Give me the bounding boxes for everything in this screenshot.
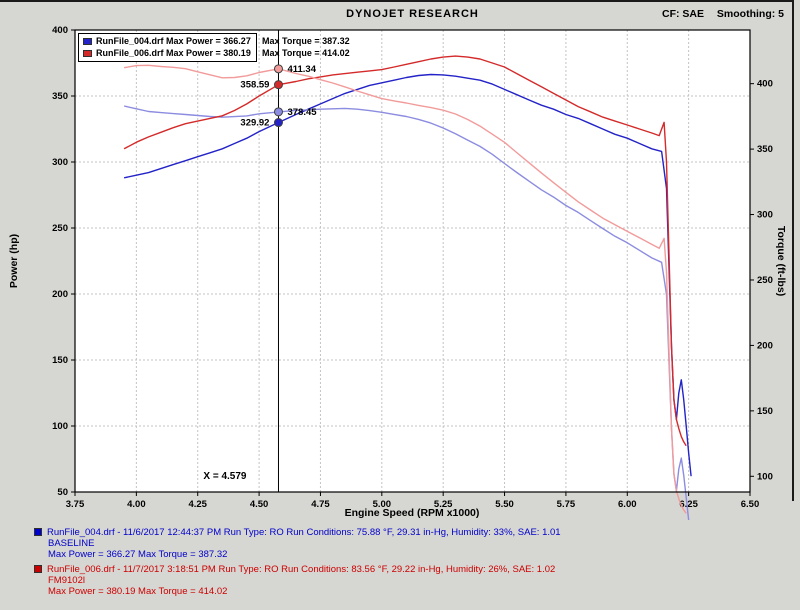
x-tick-label: 6.00	[618, 499, 637, 510]
y-left-tick-label: 350	[52, 91, 68, 102]
run2-max-values: Max Power = 380.19 Max Torque = 414.02	[48, 586, 228, 597]
cursor-x-label: X = 4.579	[203, 471, 247, 482]
run-info-block-1: RunFile_004.drf - 11/6/2017 12:44:37 PM …	[34, 527, 561, 560]
left-axis-title: Power (hp)	[8, 233, 20, 289]
legend-row-run2[interactable]: RunFile_006.drf Max Power = 380.19	[83, 47, 251, 59]
y-left-tick-label: 200	[52, 289, 68, 300]
plot-border	[74, 29, 751, 493]
x-tick-label: 4.25	[188, 499, 207, 510]
series-run2-power	[123, 55, 687, 447]
cursor-marker-label: 358.59	[240, 80, 269, 91]
y-left-tick-label: 400	[52, 25, 68, 36]
x-tick-label: 5.25	[434, 499, 453, 510]
y-right-tick-label: 150	[757, 406, 773, 417]
smoothing-label: Smoothing: 5	[716, 8, 784, 20]
legend-run1-torque-label: Max Torque = 387.32	[262, 36, 350, 46]
x-tick-label: 3.75	[66, 499, 85, 510]
cursor-marker-dot	[273, 80, 283, 90]
y-left-tick-label: 100	[52, 421, 68, 432]
legend-swatch-run2	[83, 49, 92, 57]
run1-details: RunFile_004.drf - 11/6/2017 12:44:37 PM …	[47, 527, 561, 538]
legend-run2-torque-label: Max Torque = 414.02	[262, 48, 350, 58]
right-axis-title: Torque (ft-lbs)	[775, 225, 787, 297]
x-tick-label: 6.50	[741, 499, 760, 510]
run2-swatch	[34, 565, 42, 573]
run-info-block-2: RunFile_006.drf - 11/7/2017 3:18:51 PM R…	[34, 564, 561, 597]
legend-box: RunFile_004.drf Max Power = 366.27 RunFi…	[78, 33, 257, 62]
x-tick-label: 5.00	[373, 499, 392, 510]
y-left-tick-label: 250	[52, 223, 68, 234]
cursor-marker-label: 378.45	[287, 107, 317, 118]
x-tick-label: 4.50	[250, 499, 269, 510]
x-tick-label: 5.75	[557, 499, 576, 510]
correction-smoothing-info: CF: SAE Smoothing: 5	[662, 8, 784, 20]
y-right-tick-label: 300	[757, 210, 773, 221]
chart-title: DYNOJET RESEARCH	[346, 8, 479, 20]
y-right-tick-label: 400	[757, 79, 773, 90]
legend-run2-power-label: RunFile_006.drf Max Power = 380.19	[96, 48, 251, 58]
y-left-tick-label: 50	[57, 487, 68, 498]
run2-tag: FM9102l	[48, 575, 85, 586]
x-tick-label: 4.75	[311, 499, 330, 510]
run1-details-line: RunFile_004.drf - 11/6/2017 12:44:37 PM …	[34, 527, 561, 538]
cursor-marker-dot	[273, 118, 283, 128]
y-left-tick-label: 300	[52, 157, 68, 168]
dyno-chart: 3.75 4.00 4.25 4.50 4.75 5.00 5.25 5.50 5.75 6.00…	[52, 25, 773, 520]
plot-background	[75, 30, 750, 492]
y-right-tick-label: 100	[757, 471, 773, 482]
run1-tag: BASELINE	[48, 538, 95, 549]
legend-swatch-run1	[83, 37, 92, 45]
y-right-tick-label: 250	[757, 275, 773, 286]
legend-run1-power-label: RunFile_004.drf Max Power = 366.27	[96, 36, 251, 46]
series-run2-torque	[123, 64, 687, 514]
cf-label: CF: SAE	[662, 8, 704, 20]
cursor-marker-label: 329.92	[240, 118, 269, 129]
x-tick-label: 4.00	[127, 499, 146, 510]
y-left-tick-label: 150	[52, 355, 68, 366]
run1-max-values: Max Power = 366.27 Max Torque = 387.32	[48, 549, 228, 560]
run1-swatch	[34, 528, 42, 536]
x-tick-label: 5.50	[495, 499, 514, 510]
cursor-marker-dot	[273, 64, 283, 74]
page-border-right	[792, 0, 794, 501]
legend-row-run1[interactable]: RunFile_004.drf Max Power = 366.27	[83, 35, 251, 47]
legend-torque-column: Max Torque = 387.32 Max Torque = 414.02	[262, 35, 350, 59]
cursor-marker-dot	[273, 107, 283, 117]
run2-details: RunFile_006.drf - 11/7/2017 3:18:51 PM R…	[47, 564, 556, 575]
cursor-marker-label: 411.34	[287, 64, 316, 75]
y-right-tick-label: 200	[757, 340, 773, 351]
run-info-footer: RunFile_004.drf - 11/6/2017 12:44:37 PM …	[34, 527, 561, 601]
x-axis-title: Engine Speed (RPM x1000)	[344, 507, 480, 519]
run2-details-line: RunFile_006.drf - 11/7/2017 3:18:51 PM R…	[34, 564, 561, 575]
y-right-tick-label: 350	[757, 144, 773, 155]
page-border-top	[0, 0, 794, 2]
x-tick-label: 6.25	[679, 499, 698, 510]
